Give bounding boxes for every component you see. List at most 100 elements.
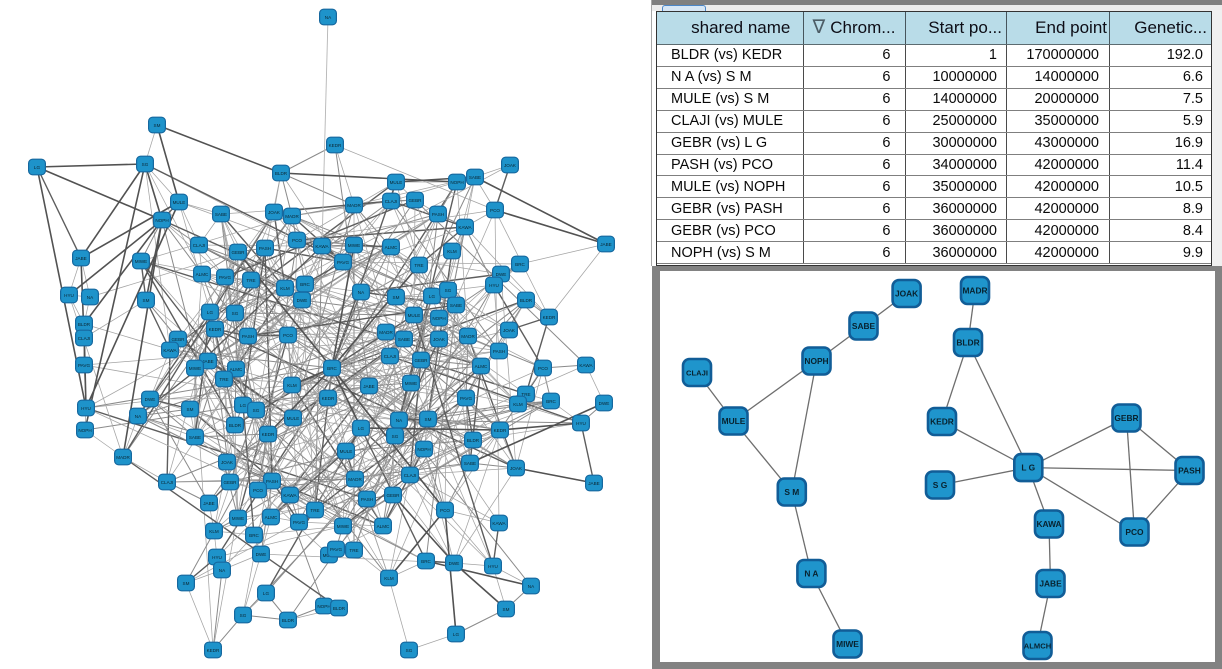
svg-text:SM: SM <box>393 295 400 300</box>
svg-text:SABE: SABE <box>215 212 227 217</box>
svg-text:HYU: HYU <box>488 564 498 569</box>
svg-text:PAVG: PAVG <box>293 520 306 525</box>
svg-text:NA: NA <box>219 568 226 573</box>
svg-text:ALMC: ALMC <box>377 524 390 529</box>
svg-text:SG: SG <box>240 613 247 618</box>
svg-text:KLM: KLM <box>384 576 394 581</box>
svg-text:DWE: DWE <box>145 397 156 402</box>
svg-text:SABE: SABE <box>398 337 410 342</box>
svg-text:MULE: MULE <box>408 313 421 318</box>
svg-text:CLAJI: CLAJI <box>404 473 417 478</box>
svg-text:HYU: HYU <box>576 421 586 426</box>
svg-text:CLAJI: CLAJI <box>686 368 708 377</box>
svg-text:MADR: MADR <box>347 203 361 208</box>
svg-text:BRC: BRC <box>300 282 310 287</box>
svg-text:LG: LG <box>207 310 214 315</box>
svg-text:JOAK: JOAK <box>268 210 281 215</box>
svg-text:NA: NA <box>87 295 94 300</box>
svg-text:PAVG: PAVG <box>78 363 91 368</box>
svg-text:PASH: PASH <box>259 246 271 251</box>
svg-text:MIWE: MIWE <box>405 381 418 386</box>
svg-text:SG: SG <box>406 648 413 653</box>
svg-text:PCO: PCO <box>292 238 302 243</box>
svg-text:PCO: PCO <box>283 333 293 338</box>
svg-text:KEDR: KEDR <box>262 432 275 437</box>
svg-text:JABE: JABE <box>75 256 87 261</box>
svg-text:KEDR: KEDR <box>930 416 954 426</box>
svg-text:BRC: BRC <box>327 366 337 371</box>
svg-text:MIWE: MIWE <box>337 524 350 529</box>
svg-text:HYU: HYU <box>489 283 499 288</box>
svg-text:KAWA: KAWA <box>315 244 329 249</box>
svg-text:KEDR: KEDR <box>494 428 507 433</box>
svg-text:MULE: MULE <box>340 449 353 454</box>
svg-text:SG: SG <box>232 311 239 316</box>
svg-text:JABE: JABE <box>202 359 214 364</box>
svg-text:LG: LG <box>34 165 41 170</box>
svg-text:KLM: KLM <box>447 249 457 254</box>
svg-text:MIWE: MIWE <box>135 259 148 264</box>
svg-text:JOAK: JOAK <box>221 460 234 465</box>
svg-text:PAVG: PAVG <box>337 260 350 265</box>
svg-text:MIWE: MIWE <box>232 516 245 521</box>
svg-text:BLDR: BLDR <box>467 438 480 443</box>
svg-text:L G: L G <box>1021 462 1035 472</box>
svg-text:NOPH: NOPH <box>317 604 330 609</box>
svg-text:JOAK: JOAK <box>510 466 523 471</box>
svg-text:KLM: KLM <box>287 383 297 388</box>
svg-text:S G: S G <box>933 480 947 490</box>
svg-text:JOAK: JOAK <box>503 328 516 333</box>
svg-text:NA: NA <box>396 418 403 423</box>
svg-text:DWE: DWE <box>449 561 460 566</box>
svg-text:PCO: PCO <box>490 208 500 213</box>
svg-text:BLDR: BLDR <box>333 606 346 611</box>
svg-text:MULE: MULE <box>390 180 403 185</box>
svg-text:CLAJI: CLAJI <box>193 243 206 248</box>
svg-text:GEBR: GEBR <box>414 358 428 363</box>
svg-text:KEDR: KEDR <box>329 143 342 148</box>
svg-text:PASH: PASH <box>242 334 254 339</box>
svg-text:GEBR: GEBR <box>223 480 237 485</box>
svg-text:KAWA: KAWA <box>163 348 177 353</box>
svg-text:CLAJI: CLAJI <box>78 336 91 341</box>
svg-text:BRC: BRC <box>249 533 259 538</box>
svg-text:BRC: BRC <box>546 399 556 404</box>
svg-text:TRE: TRE <box>349 548 358 553</box>
svg-text:JOAK: JOAK <box>504 163 517 168</box>
svg-text:JABE: JABE <box>363 384 375 389</box>
svg-text:TRE: TRE <box>521 392 530 397</box>
svg-text:MULE: MULE <box>173 200 186 205</box>
svg-text:SM: SM <box>154 123 161 128</box>
svg-text:HYU: HYU <box>64 293 74 298</box>
svg-text:SABE: SABE <box>469 175 481 180</box>
svg-text:BRC: BRC <box>515 262 525 267</box>
svg-text:TRE: TRE <box>414 263 423 268</box>
svg-text:TRE: TRE <box>246 278 255 283</box>
svg-text:GEBR: GEBR <box>171 337 185 342</box>
svg-text:MADR: MADR <box>348 477 362 482</box>
svg-text:ALMC: ALMC <box>385 245 398 250</box>
svg-text:NOPH: NOPH <box>78 428 91 433</box>
svg-text:NOPH: NOPH <box>432 316 445 321</box>
svg-text:SM: SM <box>187 407 194 412</box>
svg-text:BLDR: BLDR <box>282 618 295 623</box>
svg-text:JABE: JABE <box>1039 578 1062 588</box>
svg-text:KLM: KLM <box>513 402 523 407</box>
svg-text:PCO: PCO <box>253 488 263 493</box>
svg-text:MADR: MADR <box>461 334 475 339</box>
svg-text:KAWA: KAWA <box>458 225 472 230</box>
svg-text:NA: NA <box>325 15 332 20</box>
svg-text:BLDR: BLDR <box>275 171 288 176</box>
svg-text:CLAJI: CLAJI <box>384 354 397 359</box>
svg-text:GEBR: GEBR <box>408 198 422 203</box>
svg-text:KEDR: KEDR <box>207 648 220 653</box>
svg-text:DWE: DWE <box>496 272 507 277</box>
svg-text:N A: N A <box>804 568 818 578</box>
svg-text:PCO: PCO <box>1125 527 1144 537</box>
svg-text:BLDR: BLDR <box>229 423 242 428</box>
svg-text:PAVG: PAVG <box>460 396 473 401</box>
svg-text:PCO: PCO <box>440 508 450 513</box>
svg-text:KLM: KLM <box>209 529 219 534</box>
svg-text:SABE: SABE <box>189 435 201 440</box>
svg-text:BLDR: BLDR <box>78 322 91 327</box>
